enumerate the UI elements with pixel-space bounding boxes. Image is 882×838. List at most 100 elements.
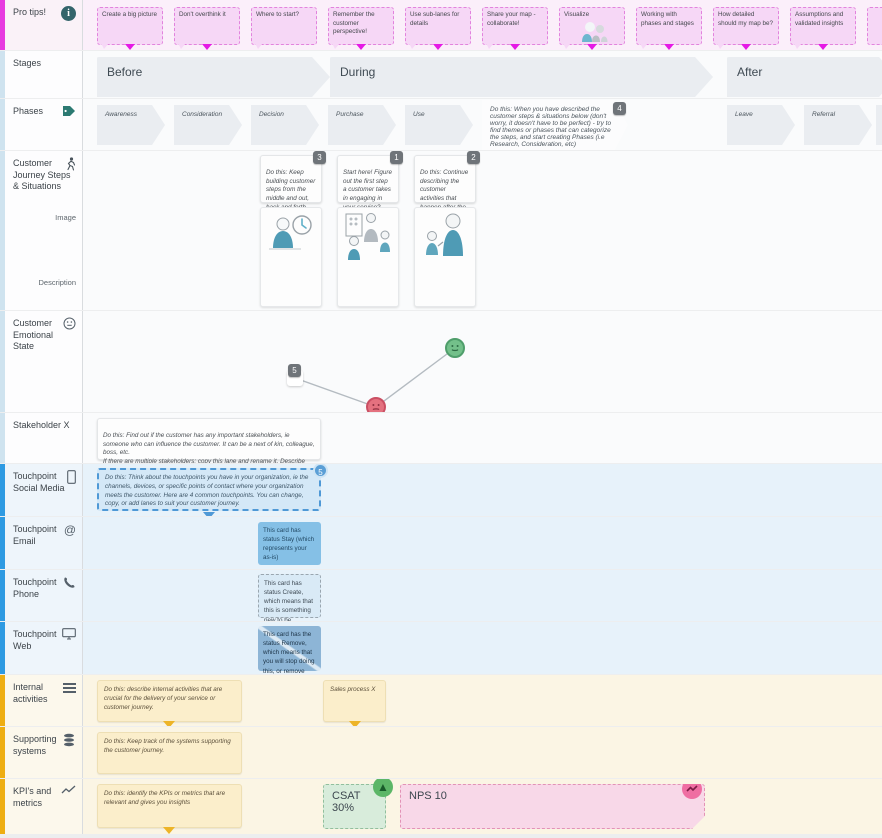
- journey-image-card[interactable]: [414, 207, 476, 307]
- stages-content: Before During After: [83, 51, 882, 98]
- step-badge: 1: [390, 151, 403, 164]
- kpi-nps-card[interactable]: NPS 10: [400, 784, 705, 829]
- lane-header-stages[interactable]: Stages: [5, 51, 83, 98]
- lane-header-touchpoint-phone[interactable]: Touchpoint Phone: [5, 570, 83, 621]
- journey-step-text: Do this: Keep building customer steps fr…: [266, 168, 316, 211]
- pro-tip-card[interactable]: Assumptions and validated insights: [790, 7, 856, 49]
- touchpoint-email-card[interactable]: This card has status Stay (which represe…: [258, 522, 321, 565]
- lane-color-strip: [0, 413, 5, 463]
- emotion-node[interactable]: 5: [287, 364, 303, 386]
- lane-header-emotional-state[interactable]: Customer Emotional State: [5, 311, 83, 412]
- journey-step-card[interactable]: Do this: Continue describing the custome…: [414, 151, 480, 220]
- touchpoint-phone-card[interactable]: This card has status Create, which means…: [258, 574, 321, 621]
- lane-header-supporting-systems[interactable]: Supporting systems: [5, 727, 83, 778]
- lane-stages: Stages Before During After: [0, 51, 882, 99]
- sub-lane-label-description[interactable]: Description: [38, 278, 76, 287]
- lane-color-strip: [0, 727, 5, 778]
- internal-activity-text: Sales process X: [330, 686, 376, 693]
- supporting-system-card[interactable]: Do this: Keep track of the systems suppo…: [97, 732, 242, 774]
- visualize-thumbnail-illustration: [582, 21, 608, 42]
- lane-touchpoint-social: Touchpoint Social Media Do this: Think a…: [0, 464, 882, 517]
- touchpoint-social-text: Do this: Think about the touchpoints you…: [105, 474, 309, 508]
- phase-decision[interactable]: Decision: [251, 105, 319, 145]
- kpi-instruction-card[interactable]: Do this: identify the KPIs or metrics th…: [97, 784, 242, 828]
- journey-image-card[interactable]: [260, 207, 322, 307]
- phase-referral[interactable]: Referral: [804, 105, 872, 145]
- pointer-marker: [818, 44, 828, 50]
- lane-header-touchpoint-email[interactable]: Touchpoint Email @: [5, 517, 83, 569]
- lane-label: Customer Emotional State: [13, 318, 54, 352]
- stage-during[interactable]: During: [330, 57, 713, 97]
- pointer-marker: [741, 44, 751, 50]
- lane-header-pro-tips[interactable]: Pro tips! i: [5, 0, 83, 50]
- phases-content: Awareness Consideration Decision Purchas…: [83, 99, 882, 150]
- pro-tip-card-visualize[interactable]: Visualize: [559, 7, 625, 49]
- internal-activity-card[interactable]: Sales process X: [323, 680, 386, 722]
- lane-header-stakeholder[interactable]: Stakeholder X: [5, 413, 83, 463]
- journey-step-card[interactable]: Start here! Figure out the first step a …: [337, 151, 403, 220]
- pro-tip-card[interactable]: Share your map - collaborate!: [482, 7, 548, 49]
- lane-header-internal-activities[interactable]: Internal activities: [5, 675, 83, 726]
- touchpoint-phone-text: This card has status Create, which means…: [264, 580, 314, 621]
- pro-tip-card[interactable]: Create a big picture: [97, 7, 163, 49]
- stakeholder-card[interactable]: Do this: Find out if the customer has an…: [97, 418, 321, 463]
- phase-consideration[interactable]: Consideration: [174, 105, 242, 145]
- sub-lane-label-image[interactable]: Image: [55, 213, 76, 222]
- phase-do-this-card[interactable]: Do this: When you have described the cus…: [482, 100, 628, 150]
- adult-and-child-illustration: [426, 213, 463, 256]
- phase-label: Decision: [259, 111, 284, 118]
- info-icon[interactable]: i: [61, 6, 76, 21]
- stage-label: Before: [107, 65, 143, 79]
- pro-tip-card[interactable]: How detailed should my map be?: [713, 7, 779, 49]
- stage-label: During: [340, 65, 376, 79]
- at-sign-icon: @: [63, 523, 76, 537]
- phase-partial[interactable]: [876, 105, 882, 145]
- internal-activity-card[interactable]: Do this: describe internal activities th…: [97, 680, 242, 722]
- lane-touchpoint-email: Touchpoint Email @ This card has status …: [0, 517, 882, 570]
- lane-touchpoint-phone: Touchpoint Phone This card has status Cr…: [0, 570, 882, 622]
- pointer-marker: [433, 44, 443, 50]
- phase-use[interactable]: Use: [405, 105, 473, 145]
- phase-leave[interactable]: Leave: [727, 105, 795, 145]
- touchpoint-web-card-removed[interactable]: This card has the status Remove, which m…: [258, 626, 321, 674]
- pro-tip-card[interactable]: Use sub-lanes for details: [405, 7, 471, 49]
- tag-icon: [63, 106, 75, 116]
- bubble-tail: [717, 43, 725, 49]
- touchpoint-social-card-selected[interactable]: Do this: Think about the touchpoints you…: [97, 464, 328, 511]
- kpi-instruction-text: Do this: identify the KPIs or metrics th…: [104, 790, 226, 807]
- pro-tip-card[interactable]: Don't overthink it: [174, 7, 240, 49]
- lane-color-strip: [0, 311, 5, 412]
- sad-face-node[interactable]: [366, 397, 386, 412]
- lane-header-journey-steps[interactable]: Customer Journey Steps & Situations Imag…: [5, 151, 83, 310]
- lane-header-touchpoint-social[interactable]: Touchpoint Social Media: [5, 464, 83, 516]
- lane-header-phases[interactable]: Phases: [5, 99, 83, 150]
- pointer-marker: [356, 44, 366, 50]
- pro-tip-card[interactable]: Remember the customer perspective!: [328, 7, 394, 49]
- phase-purchase[interactable]: Purchase: [328, 105, 396, 145]
- running-person-icon: [67, 157, 76, 171]
- lane-color-strip: [0, 675, 5, 726]
- pro-tip-text: Working with phases and stages: [641, 11, 694, 27]
- step-badge: 3: [313, 151, 326, 164]
- lane-color-strip: [0, 570, 5, 621]
- phase-label: Leave: [735, 111, 753, 118]
- pro-tip-card[interactable]: Working with phases and stages: [636, 7, 702, 49]
- kpi-csat-card[interactable]: CSAT 30% ▲: [323, 779, 393, 829]
- pro-tip-card[interactable]: Where to start?: [251, 7, 317, 49]
- journey-image-card[interactable]: [337, 207, 399, 307]
- lane-label: Pro tips!: [13, 7, 47, 17]
- journey-step-card[interactable]: Do this: Keep building customer steps fr…: [260, 151, 326, 211]
- smartphone-icon: [67, 470, 76, 484]
- stage-after[interactable]: After: [727, 57, 882, 97]
- lane-header-touchpoint-web[interactable]: Touchpoint Web: [5, 622, 83, 674]
- lane-internal-activities: Internal activities Do this: describe in…: [0, 675, 882, 727]
- happy-face-node[interactable]: [445, 338, 465, 358]
- pro-tip-text: Assumptions and validated insights: [795, 11, 844, 27]
- stage-before[interactable]: Before: [97, 57, 330, 97]
- lane-header-kpis[interactable]: KPI's and metrics: [5, 779, 83, 834]
- lane-phases: Phases Awareness Consideration Decision …: [0, 99, 882, 151]
- phase-awareness[interactable]: Awareness: [97, 105, 165, 145]
- horizontal-scrollbar-track[interactable]: [0, 834, 882, 838]
- kpis-content: Do this: identify the KPIs or metrics th…: [83, 779, 882, 834]
- pro-tip-card-partial[interactable]: [867, 7, 882, 45]
